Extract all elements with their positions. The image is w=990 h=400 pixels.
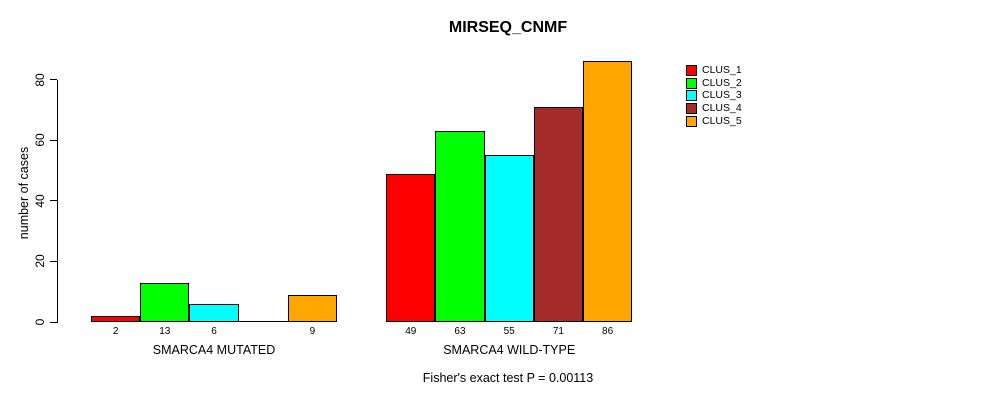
y-tick-label-60: 60 xyxy=(33,133,47,147)
legend-swatch-clus-4 xyxy=(686,102,697,114)
y-tick-0 xyxy=(50,321,57,323)
bar-clus-3-mutated xyxy=(189,303,239,322)
y-tick-label-20: 20 xyxy=(33,254,47,269)
legend-item-clus-1: CLUS_1 xyxy=(686,64,742,77)
y-axis-line xyxy=(57,80,58,323)
legend-item-clus-4: CLUS_4 xyxy=(686,102,742,115)
y-tick-40 xyxy=(50,200,57,202)
y-tick-60 xyxy=(50,139,57,141)
chart-title: MIRSEQ_CNMF xyxy=(448,19,568,36)
group-label-mutated: SMARCA4 MUTATED xyxy=(152,343,276,357)
bar-clus-2-mutated-value: 13 xyxy=(159,326,171,337)
legend-label: CLUS_4 xyxy=(702,102,742,115)
bar-clus-4-wild-type xyxy=(533,106,583,322)
legend-swatch-clus-1 xyxy=(686,64,697,76)
y-tick-label-40: 40 xyxy=(33,194,47,208)
fisher-test-annotation: Fisher's exact test P = 0.00113 xyxy=(422,371,594,385)
legend-label: CLUS_3 xyxy=(702,89,742,102)
bar-clus-2-wild-type-value: 63 xyxy=(454,326,466,337)
y-tick-label-80: 80 xyxy=(33,72,47,87)
group-label-wild-type: SMARCA4 WILD-TYPE xyxy=(443,343,576,357)
legend-item-clus-3: CLUS_3 xyxy=(686,89,742,102)
legend-item-clus-5: CLUS_5 xyxy=(686,115,742,128)
legend: CLUS_1 CLUS_2 CLUS_3 CLUS_4 CLUS_5 xyxy=(686,64,742,127)
y-tick-label-0: 0 xyxy=(33,318,47,326)
bar-clus-5-wild-type xyxy=(583,61,633,322)
bar-clus-4-mutated-zero xyxy=(238,321,288,322)
bar-clus-5-mutated xyxy=(287,294,337,322)
bar-clus-2-wild-type xyxy=(435,131,485,322)
legend-item-clus-2: CLUS_2 xyxy=(686,77,742,90)
bar-clus-3-wild-type-value: 55 xyxy=(503,326,515,337)
legend-label: CLUS_1 xyxy=(702,64,742,77)
y-tick-80 xyxy=(50,79,57,81)
legend-label: CLUS_2 xyxy=(702,76,742,89)
legend-swatch-clus-2 xyxy=(686,77,697,89)
bar-clus-1-mutated xyxy=(91,315,141,322)
bar-clus-1-wild-type-value: 49 xyxy=(405,326,417,337)
bar-clus-1-mutated-value: 2 xyxy=(112,326,119,337)
bar-clus-5-wild-type-value: 86 xyxy=(602,326,614,337)
bar-clus-5-mutated-value: 9 xyxy=(309,326,316,337)
bar-clus-2-mutated xyxy=(140,282,190,322)
legend-label: CLUS_5 xyxy=(702,114,742,127)
y-tick-20 xyxy=(50,260,57,262)
bar-clus-1-wild-type xyxy=(386,173,436,322)
bar-clus-3-mutated-value: 6 xyxy=(211,326,217,337)
legend-swatch-clus-3 xyxy=(686,90,697,102)
bar-clus-3-wild-type xyxy=(484,155,534,322)
legend-swatch-clus-5 xyxy=(686,115,697,127)
y-axis-title: number of cases xyxy=(17,146,31,240)
bar-clus-4-wild-type-value: 71 xyxy=(552,326,564,337)
